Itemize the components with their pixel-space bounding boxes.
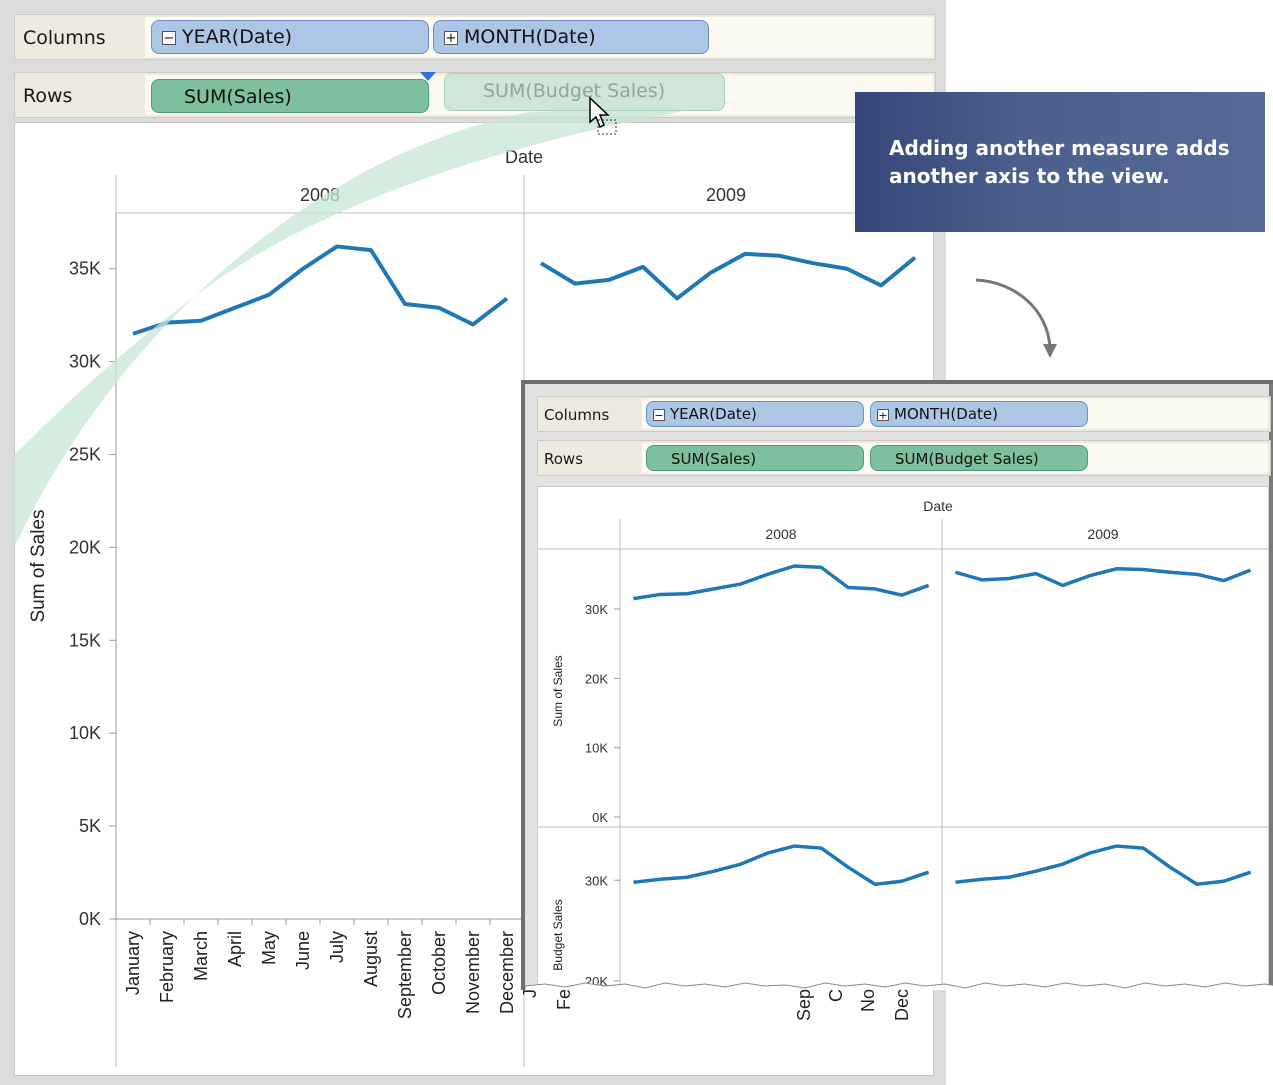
pane-header-2009: 2009	[706, 185, 746, 205]
inset-line-0-2009	[954, 567, 1252, 588]
inset-rows-label: Rows	[544, 450, 584, 468]
pill-label: YEAR(Date)	[670, 405, 757, 423]
y-tick-label: 15K	[69, 630, 101, 650]
inset-row-pill-budget-sales[interactable]: SUM(Budget Sales)	[870, 445, 1088, 471]
x-tick-label-partial: J	[520, 989, 540, 998]
rows-shelf-label: Rows	[23, 85, 73, 107]
x-tick-label-partial: Fe	[554, 989, 574, 1010]
x-tick-label: January	[123, 931, 143, 995]
pill-label: SUM(Sales)	[671, 450, 757, 468]
callout-text: Adding another measure adds another axis…	[889, 136, 1230, 188]
inset-y-axis-title-sales: Sum of Sales	[551, 655, 565, 726]
curved-arrow-icon	[975, 278, 1057, 358]
callout-box: Adding another measure adds another axis…	[855, 92, 1265, 232]
y-axis-ticks: 0K 5K 10K 15K 20K 25K 30K 35K	[69, 259, 116, 929]
inset-y-axis-title-budget: Budget Sales	[551, 899, 565, 970]
y-tick-label: 35K	[69, 259, 101, 279]
y-axis-title: Sum of Sales	[28, 510, 49, 623]
x-tick-label: May	[259, 931, 279, 965]
dragging-pill-budget-sales[interactable]: SUM(Budget Sales)	[444, 73, 725, 111]
pill-label: MONTH(Date)	[464, 26, 596, 48]
inset-pane-header-2009: 2009	[1087, 526, 1118, 542]
inset-window: Columns − YEAR(Date) + MONTH(Date) Rows SU…	[521, 380, 1273, 990]
x-tick-label: April	[225, 931, 245, 967]
pill-label: MONTH(Date)	[894, 405, 998, 423]
x-tick-label: September	[395, 931, 415, 1019]
x-tick-label: March	[191, 931, 211, 981]
inset-columns-shelf: Columns − YEAR(Date) + MONTH(Date)	[537, 396, 1271, 432]
sales-line-2008	[132, 244, 509, 336]
inset-column-pill-month[interactable]: + MONTH(Date)	[870, 401, 1088, 427]
y-tick-label: 25K	[69, 445, 101, 465]
y-tick-label: 10K	[69, 723, 101, 743]
collapse-icon[interactable]: −	[653, 408, 665, 422]
inset-column-pill-year[interactable]: − YEAR(Date)	[646, 401, 864, 427]
x-tick-label: February	[157, 931, 177, 1003]
drop-indicator-icon	[420, 72, 436, 81]
column-pill-year[interactable]: − YEAR(Date)	[151, 20, 429, 54]
inset-column-header-title: Date	[923, 498, 953, 514]
inset-viz-panel: Date 2008 2009 Sum of Sales Budget Sales…	[537, 486, 1269, 990]
x-tick-label-partial: No	[858, 989, 878, 1012]
column-header-title: Date	[505, 147, 543, 167]
x-tick-label: December	[497, 931, 517, 1014]
pill-label: SUM(Sales)	[184, 86, 292, 108]
columns-shelf: Columns − YEAR(Date) + MONTH(Date)	[14, 14, 936, 60]
inset-columns-label: Columns	[544, 406, 610, 424]
x-tick-label: November	[463, 931, 483, 1014]
inset-line-0-2008	[633, 564, 930, 601]
x-tick-label: August	[361, 931, 381, 987]
x-tick-label-partial: Sep	[794, 989, 814, 1021]
collapse-icon[interactable]: −	[162, 30, 176, 46]
x-axis-ticks: January February March April May June July Augu…	[123, 919, 525, 1019]
y-tick-label: 20K	[69, 537, 101, 557]
inset-row-pill-sum-sales[interactable]: SUM(Sales)	[646, 445, 864, 471]
pill-label: YEAR(Date)	[182, 26, 293, 48]
y-tick-label: 30K	[69, 352, 101, 372]
expand-icon[interactable]: +	[877, 408, 889, 422]
inset-line-1-2008	[633, 844, 930, 887]
x-tick-label-partial: Dec	[892, 989, 912, 1021]
row-pill-sum-sales[interactable]: SUM(Sales)	[151, 79, 429, 113]
drag-band	[14, 102, 735, 548]
main-2009-partial-ticks: J Fe Sep C No Dec	[520, 989, 912, 1021]
columns-shelf-label: Columns	[23, 27, 106, 49]
x-tick-label: July	[327, 931, 347, 963]
main-chart: Date 2008 2009 Sum of Sales 0K 5K 10K 15K 20…	[28, 147, 933, 1067]
inset-y-tick-label: 10K	[585, 741, 608, 756]
inset-y-tick-label: 0K	[592, 810, 608, 825]
inset-y-tick-label: 30K	[585, 873, 608, 888]
cursor-icon	[589, 96, 617, 135]
inset-y-tick-label: 20K	[585, 671, 608, 686]
pill-label: SUM(Budget Sales)	[895, 450, 1039, 468]
inset-line-1-2009	[955, 844, 1252, 887]
sales-lines	[132, 244, 917, 336]
x-tick-label: October	[429, 931, 449, 995]
y-tick-label: 0K	[79, 909, 101, 929]
torn-edge	[525, 982, 1273, 990]
inset-chart: Date 2008 2009 Sum of Sales Budget Sales…	[538, 498, 1268, 990]
sales-line-2009	[539, 251, 917, 301]
inset-rows-shelf: Rows SUM(Sales) SUM(Budget Sales)	[537, 440, 1271, 476]
inset-lines	[633, 564, 1252, 887]
inset-y-tick-label: 30K	[585, 602, 608, 617]
x-tick-label: June	[293, 931, 313, 970]
expand-icon[interactable]: +	[444, 30, 458, 46]
inset-pane-header-2008: 2008	[765, 526, 796, 542]
column-pill-month[interactable]: + MONTH(Date)	[433, 20, 709, 54]
x-tick-label-partial: C	[826, 989, 846, 1002]
y-tick-label: 5K	[79, 816, 101, 836]
